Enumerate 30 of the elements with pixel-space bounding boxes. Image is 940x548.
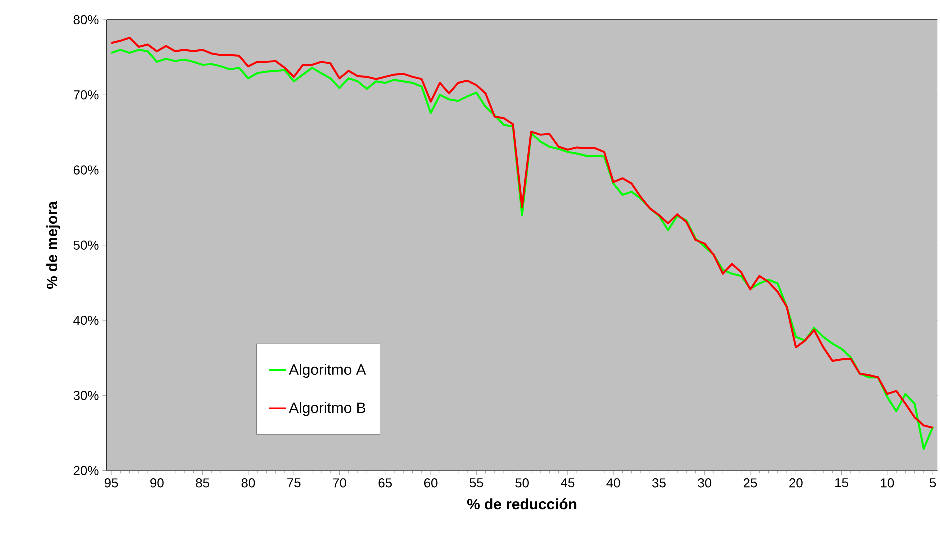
x-tick-label: 75 — [288, 478, 301, 488]
x-tick-label: 35 — [652, 478, 666, 488]
x-tick-label: 55 — [470, 478, 484, 488]
x-tick-label: 60 — [424, 478, 438, 488]
y-tick-label: 60% — [74, 166, 99, 175]
x-tick-label: 80 — [242, 478, 256, 488]
x-tick-label: 65 — [378, 478, 392, 488]
y-tick-label: 40% — [74, 316, 99, 326]
x-tick-label: 70 — [333, 478, 346, 488]
y-tick-label: 20% — [74, 466, 99, 476]
x-tick-label: 5 — [930, 478, 936, 488]
y-tick-label: 70% — [74, 90, 99, 100]
y-tick-label: 50% — [74, 240, 99, 250]
x-tick-label: 40 — [606, 478, 620, 488]
x-tick-label: 30 — [698, 478, 712, 488]
y-tick-label: 30% — [74, 391, 99, 400]
legend-label: Algoritmo A — [289, 364, 366, 378]
x-tick-label: 25 — [744, 478, 758, 488]
y-axis-title: % de mejora — [46, 201, 60, 290]
x-tick-label: 45 — [561, 478, 575, 488]
x-tick-label: 15 — [836, 478, 848, 488]
x-tick-label: 90 — [150, 478, 164, 488]
x-tick-label: 20 — [790, 478, 803, 488]
y-tick-label: 80% — [74, 16, 99, 25]
x-tick-label: 95 — [104, 478, 118, 488]
x-tick-label: 50 — [516, 478, 529, 488]
x-tick-label: 85 — [196, 478, 210, 488]
legend-label: Algoritmo B — [289, 402, 366, 416]
x-tick-label: 10 — [881, 478, 894, 488]
x-axis-title: % de reducción — [467, 498, 577, 510]
